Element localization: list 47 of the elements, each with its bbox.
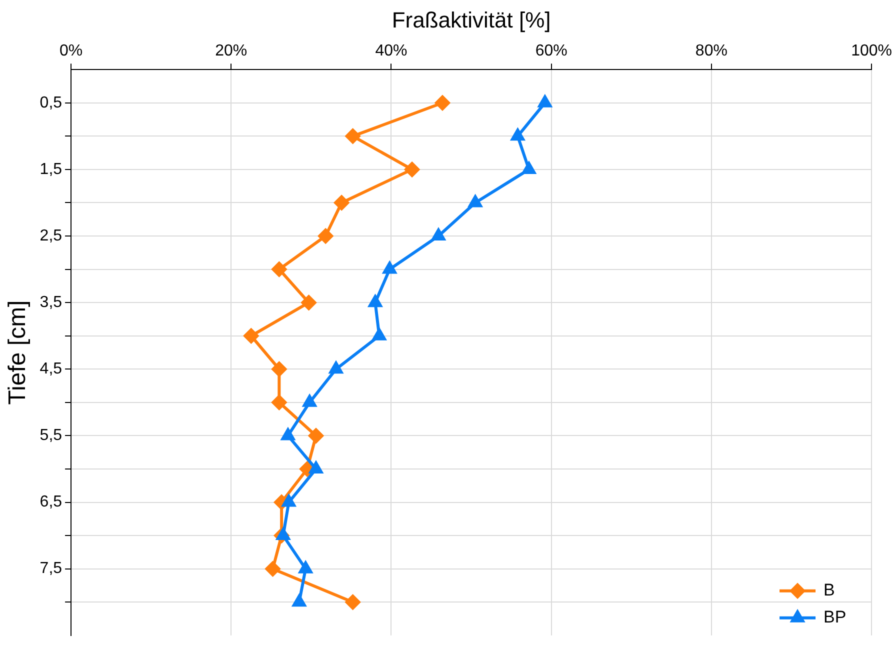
y-tick-label: 6,5 [40,494,62,511]
point [468,195,482,208]
point [404,162,420,177]
point [382,262,396,274]
x-axis-title: Fraßaktivität [%] [392,7,551,32]
point [282,494,296,507]
x-tick-label: 100% [851,42,892,60]
y-tick-label: 3,5 [40,294,62,311]
point [272,394,287,410]
point [292,594,306,607]
point [318,228,334,244]
y-tick-label: 5,5 [40,427,62,444]
point [434,95,450,110]
legend-label: B [824,580,835,600]
point [298,561,312,574]
y-tick-label: 7,5 [40,560,62,578]
point [538,95,552,108]
point [522,162,536,174]
point [276,528,290,540]
point [432,228,446,241]
point [334,195,350,210]
point [272,362,287,377]
point [272,262,287,277]
x-tick-label: 40% [375,42,408,60]
point [329,362,343,374]
point [301,295,316,310]
point [309,461,323,474]
y-tick-label: 2,5 [40,227,62,244]
point [302,394,316,407]
y-tick-label: 4,5 [40,360,62,378]
point [368,295,382,308]
point [281,428,295,440]
y-tick-label: 1,5 [40,160,62,178]
point [345,128,360,144]
point [308,428,324,444]
y-tick-label: 0,5 [40,94,62,112]
point [244,328,259,344]
point [511,128,524,141]
x-tick-label: 0% [59,42,83,60]
x-tick-label: 80% [695,42,728,60]
x-tick-label: 60% [535,42,568,60]
legend-label: BP [824,608,846,627]
point [372,328,386,340]
point [345,594,360,610]
y-axis-title: Tiefe [cm] [4,300,32,405]
point [265,561,280,576]
x-tick-label: 20% [215,42,248,60]
